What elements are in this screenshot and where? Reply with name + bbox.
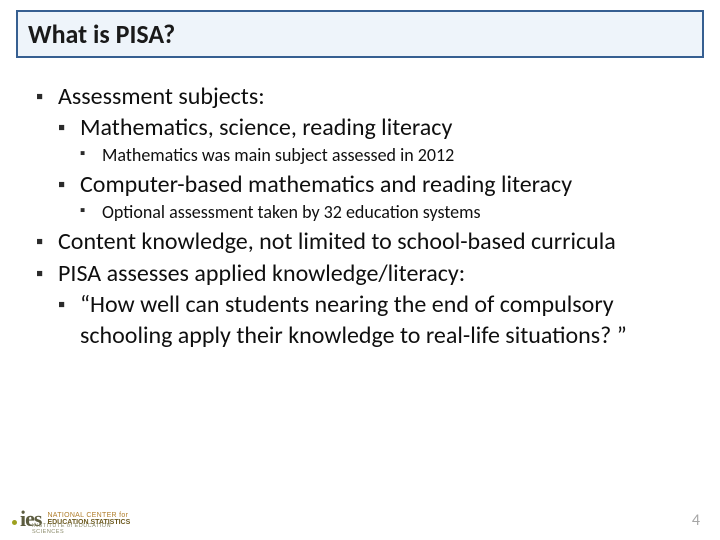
bullet-optional-32: Optional assessment taken by 32 educatio… [80,200,696,224]
logo-dot-icon [12,520,17,525]
title-box: What is PISA? [16,10,704,58]
bullet-text: Mathematics was main subject assessed in… [102,144,454,166]
bullet-text: Optional assessment taken by 32 educatio… [102,201,481,223]
bullet-math-2012: Mathematics was main subject assessed in… [80,143,696,167]
logo-subtext: INSTITUTE of EDUCATION SCIENCES [32,523,130,535]
bullet-text: Assessment subjects: [58,82,265,111]
bullet-text: Computer-based mathematics and reading l… [80,170,572,199]
slide-title: What is PISA? [28,18,692,50]
slide-footer: ies NATIONAL CENTER for EDUCATION STATIS… [0,498,720,540]
bullet-quote: “How well can students nearing the end o… [58,290,696,351]
bullet-text: “How well can students nearing the end o… [80,290,627,350]
slide-body: Assessment subjects: Mathematics, scienc… [36,82,696,354]
ies-logo: ies NATIONAL CENTER for EDUCATION STATIS… [12,506,130,532]
bullet-subjects-list: Mathematics, science, reading literacy M… [58,113,696,168]
page-number: 4 [692,511,700,530]
bullet-text: Content knowledge, not limited to school… [58,227,616,256]
bullet-applied-knowledge: PISA assesses applied knowledge/literacy… [36,259,696,351]
bullet-text: PISA assesses applied knowledge/literacy… [58,259,465,288]
bullet-computer-based: Computer-based mathematics and reading l… [58,170,696,225]
bullet-assessment-subjects: Assessment subjects: Mathematics, scienc… [36,82,696,225]
slide: What is PISA? Assessment subjects: Mathe… [0,0,720,540]
bullet-content-knowledge: Content knowledge, not limited to school… [36,227,696,258]
logo-line1: NATIONAL CENTER for [47,512,130,519]
bullet-text: Mathematics, science, reading literacy [80,113,452,142]
